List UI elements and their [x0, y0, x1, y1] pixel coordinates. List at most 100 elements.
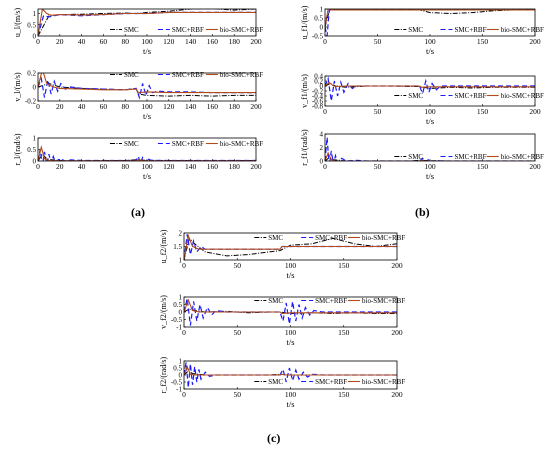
- legend-entry: SMC: [408, 153, 423, 161]
- legend-entry: SMC+RBF: [172, 26, 204, 34]
- series-line-bio-smc-rbf: [325, 81, 535, 88]
- legend-entry: bio-SMC+RBF: [220, 26, 263, 34]
- legend-entry: SMC: [408, 26, 423, 34]
- legend-entry: SMC+RBF: [315, 297, 347, 305]
- legend-entry: SMC+RBF: [172, 140, 204, 148]
- x-tick-label: 0: [36, 162, 40, 171]
- series-line-smc: [325, 157, 535, 161]
- y-tick-label: -0.8: [312, 103, 324, 111]
- x-tick-label: 50: [234, 390, 242, 399]
- y-tick-label: 1: [320, 6, 324, 14]
- series-line-smc-rbf: [38, 76, 256, 100]
- y-axis-label: r_f2/(rad/s): [159, 356, 168, 393]
- panel-label-a: (a): [131, 205, 145, 219]
- x-tick-label: 40: [78, 162, 86, 171]
- series-line-bio-smc-rbf: [184, 233, 397, 260]
- legend-entry: bio-SMC+RBF: [501, 153, 544, 161]
- y-tick-label: 0.5: [173, 365, 182, 373]
- x-tick-label: 150: [338, 261, 350, 270]
- y-tick-label: 0.2: [27, 70, 36, 78]
- y-tick-label: 0.5: [173, 301, 182, 309]
- y-tick-label: -1: [176, 324, 182, 332]
- y-axis-label: r_l/(rad/s): [13, 133, 22, 165]
- y-tick-label: 0.5: [27, 21, 36, 29]
- subplot-2: 0 20 40 60 80 100 120 140 160 180 200-0.200.2t/sv_…: [13, 70, 263, 122]
- x-tick-label: 120: [163, 162, 175, 171]
- y-tick-label: -0.2: [25, 98, 37, 106]
- y-tick-label: 2: [320, 144, 324, 152]
- legend-entry: SMC+RBF: [315, 378, 347, 386]
- y-axis-label: v_l/(m/s): [13, 72, 22, 102]
- x-tick-label: 200: [391, 390, 403, 399]
- x-tick-label: 60: [100, 162, 108, 171]
- x-tick-label: 0: [323, 107, 327, 116]
- x-tick-label: 0: [36, 37, 40, 46]
- y-tick-label: -0.6: [312, 98, 324, 106]
- y-tick-label: 0.5: [314, 15, 323, 23]
- x-tick-label: 180: [229, 162, 241, 171]
- legend-entry: bio-SMC+RBF: [501, 26, 544, 34]
- subplot-6: 0 50 100 150 200 0 2 4 t/s r_f1/(rad/s) SMC SMC+RBF…: [300, 129, 544, 181]
- x-tick-label: 0: [182, 328, 186, 337]
- y-tick-label: -0.4: [312, 93, 324, 101]
- x-axis-label: t/s: [426, 116, 434, 126]
- x-tick-label: 100: [141, 162, 153, 171]
- x-axis-label: t/s: [426, 46, 434, 56]
- legend-entry: SMC: [408, 92, 423, 100]
- x-axis-label: t/s: [286, 399, 294, 409]
- x-tick-label: 100: [141, 37, 153, 46]
- x-axis-label: t/s: [426, 171, 434, 181]
- x-tick-label: 60: [100, 37, 108, 46]
- x-tick-label: 200: [391, 328, 403, 337]
- y-tick-label: 0: [320, 83, 324, 91]
- y-tick-label: 0: [179, 372, 183, 380]
- x-tick-label: 100: [424, 107, 436, 116]
- x-tick-label: 150: [477, 37, 489, 46]
- legend-entry: bio-SMC+RBF: [501, 92, 544, 100]
- x-tick-label: 200: [250, 102, 262, 111]
- x-tick-label: 200: [529, 37, 541, 46]
- y-tick-label: 1: [33, 10, 37, 18]
- subplot-8: 0 50 100 150 200-1-0.500.51t/sv_f2/(m/s) SMC S…: [159, 294, 405, 348]
- x-tick-label: 0: [182, 261, 186, 270]
- x-tick-label: 200: [529, 107, 541, 116]
- y-tick-label: 1: [33, 135, 37, 143]
- y-axis-label: v_f1/(m/s): [300, 74, 309, 108]
- legend-entry: SMC: [268, 297, 283, 305]
- x-tick-label: 200: [391, 261, 403, 270]
- legend-entry: SMC: [124, 71, 139, 79]
- x-tick-label: 200: [529, 162, 541, 171]
- x-tick-label: 160: [207, 162, 219, 171]
- x-tick-label: 60: [100, 102, 108, 111]
- legend-entry: SMC+RBF: [455, 92, 487, 100]
- x-tick-label: 50: [374, 107, 382, 116]
- legend-entry: SMC+RBF: [172, 71, 204, 79]
- y-tick-label: 4: [320, 131, 324, 139]
- subplot-7: 0 50 100 150 200 1 1.5 2 t/s u_f2/(m/s) SMC SMC+RBF…: [159, 229, 405, 280]
- x-tick-label: 50: [234, 261, 242, 270]
- legend-entry: bio-SMC+RBF: [220, 140, 263, 148]
- y-axis-label: v_f2/(m/s): [159, 295, 168, 329]
- x-tick-label: 140: [185, 102, 197, 111]
- y-tick-label: 0: [33, 84, 37, 92]
- x-tick-label: 100: [285, 390, 297, 399]
- series-line-smc-rbf: [184, 298, 397, 326]
- x-tick-label: 100: [141, 102, 153, 111]
- subplot-1: 0 20 40 60 80 100 120 140 160 180 20000.51t/su_l/(…: [13, 8, 263, 56]
- y-axis-label: u_f1/(m/s): [300, 5, 309, 39]
- legend-entry: SMC+RBF: [455, 26, 487, 34]
- y-tick-label: 0: [33, 158, 37, 166]
- x-tick-label: 0: [323, 162, 327, 171]
- y-tick-label: 0: [179, 309, 183, 317]
- y-tick-label: 0.4: [314, 73, 323, 81]
- series-line-smc: [38, 82, 256, 97]
- x-tick-label: 160: [207, 37, 219, 46]
- subplot-5: 0 50 100 150 200-0.8-0.6-0.4-0.200.20.4t/sv_…: [300, 73, 544, 127]
- x-tick-label: 50: [374, 37, 382, 46]
- y-tick-label: 0.2: [314, 78, 323, 86]
- x-tick-label: 80: [121, 37, 129, 46]
- legend-entry: bio-SMC+RBF: [362, 378, 405, 386]
- series-line-bio-smc-rbf: [184, 298, 397, 315]
- x-tick-label: 0: [182, 390, 186, 399]
- series-line-smc: [184, 237, 397, 260]
